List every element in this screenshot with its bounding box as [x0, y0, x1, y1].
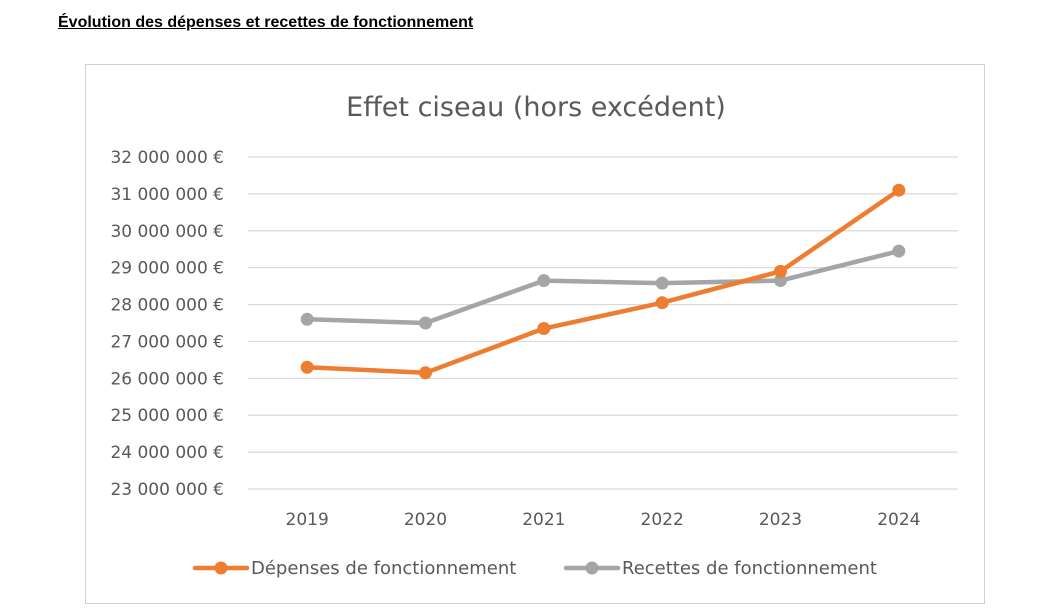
y-axis-labels: 23 000 000 € 24 000 000 € 25 000 000 € 26 0…	[110, 148, 224, 500]
data-point	[655, 276, 669, 290]
x-tick-label: 2021	[522, 510, 565, 530]
chart-title: Effet ciseau (hors excédent)	[346, 92, 726, 123]
data-point	[892, 183, 906, 197]
data-point	[774, 264, 787, 278]
legend-marker	[585, 561, 599, 575]
page-heading: Évolution des dépenses et recettes de fo…	[58, 14, 474, 31]
data-point	[537, 322, 551, 336]
y-tick-label: 29 000 000 €	[110, 259, 224, 279]
legend-marker	[214, 561, 228, 575]
data-point	[655, 296, 669, 310]
x-tick-label: 2022	[641, 510, 684, 530]
y-tick-label: 23 000 000 €	[110, 480, 224, 500]
y-tick-label: 27 000 000 €	[110, 332, 224, 352]
y-tick-label: 32 000 000 €	[110, 148, 224, 168]
legend-label: Recettes de fonctionnement	[622, 558, 877, 579]
data-point	[774, 274, 787, 288]
data-point	[300, 360, 314, 374]
x-tick-label: 2020	[404, 510, 447, 530]
legend: Dépenses de fonctionnement Recettes de fo…	[192, 558, 877, 579]
data-point	[419, 366, 432, 380]
y-tick-label: 31 000 000 €	[110, 185, 224, 205]
series-lines	[300, 183, 906, 380]
x-tick-label: 2024	[877, 510, 920, 530]
series-line	[304, 248, 902, 326]
x-axis-labels: 2019 2020 2021 2022 2023 2024	[286, 510, 921, 530]
data-point	[419, 316, 432, 330]
series-line	[304, 187, 902, 376]
data-point	[892, 244, 906, 258]
y-tick-label: 24 000 000 €	[110, 443, 224, 463]
x-tick-label: 2019	[286, 510, 329, 530]
x-tick-label: 2023	[759, 510, 802, 530]
y-tick-label: 26 000 000 €	[110, 369, 224, 389]
y-tick-label: 25 000 000 €	[110, 406, 224, 426]
y-tick-label: 28 000 000 €	[110, 296, 224, 316]
data-point	[537, 274, 551, 288]
data-point	[300, 312, 314, 326]
y-tick-label: 30 000 000 €	[110, 222, 224, 242]
legend-label: Dépenses de fonctionnement	[251, 558, 516, 579]
